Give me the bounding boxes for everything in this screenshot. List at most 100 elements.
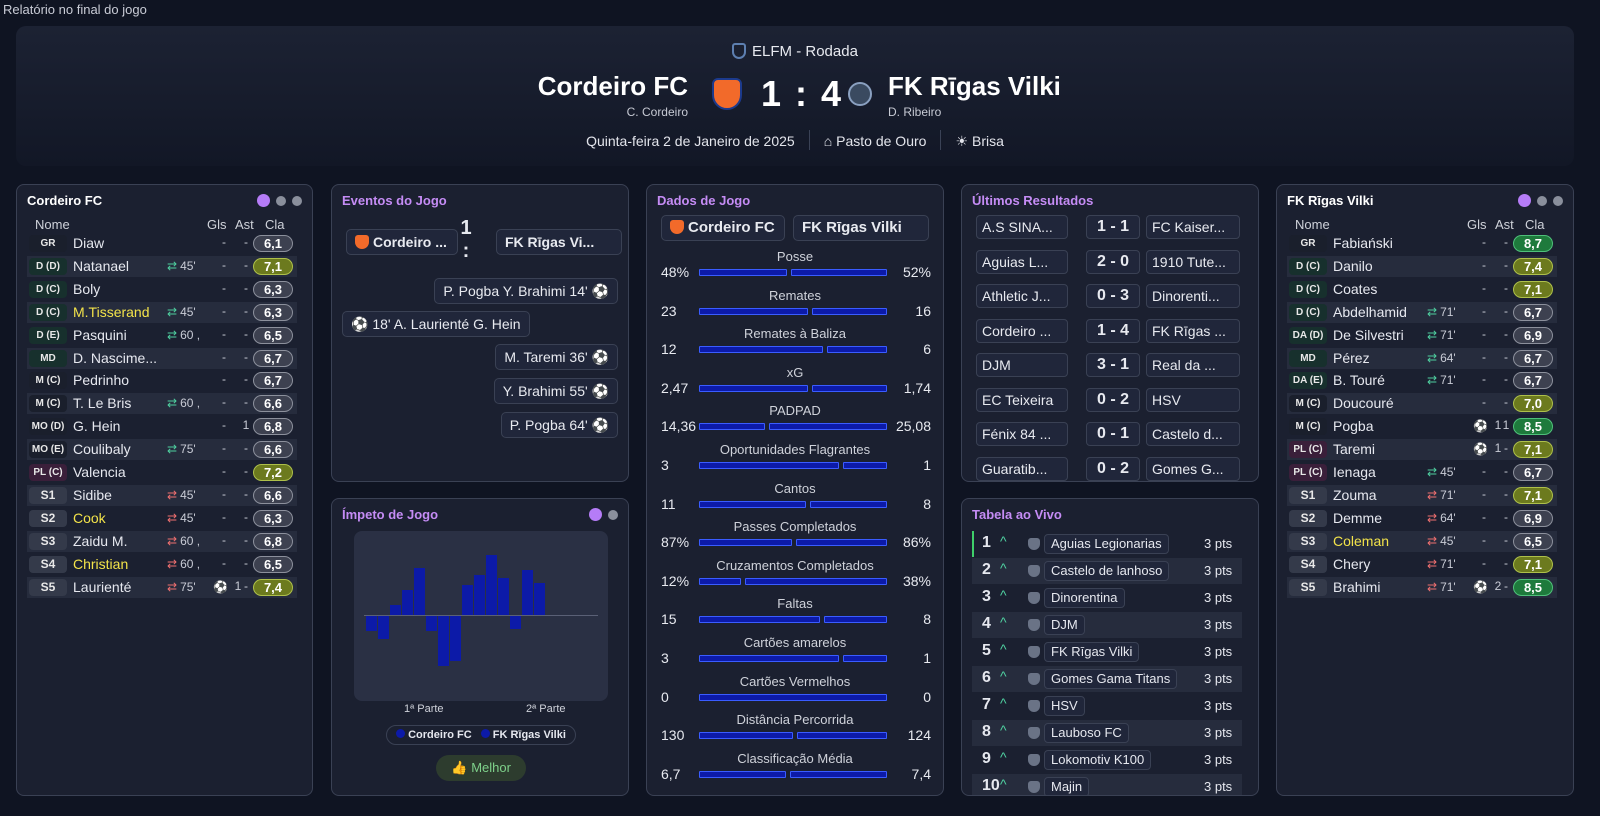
view-toggle[interactable] (1512, 193, 1563, 211)
result-row[interactable]: Cordeiro ... 1 - 4 FK Rīgas ... (972, 318, 1240, 345)
player-row[interactable]: M (C) Pedrinho - -6,7 (27, 370, 297, 391)
player-name[interactable]: Pasquini (73, 326, 127, 343)
club-name[interactable]: Majin (1044, 777, 1090, 795)
player-row[interactable]: S5 Brahimi ⇄ 71' ⚽ 2-8,5 (1287, 576, 1557, 598)
col-ast[interactable]: Ast (235, 217, 254, 232)
player-row[interactable]: S1 Sidibe ⇄ 45' - -6,6 (27, 484, 297, 506)
player-row[interactable]: S4 Chery ⇄ 71' - -7,1 (1287, 554, 1557, 575)
player-name[interactable]: Laurienté (73, 578, 132, 595)
result-away[interactable]: FK Rīgas ... (1146, 318, 1240, 343)
player-row[interactable]: PL (C) Ienaga ⇄ 45' - -6,7 (1287, 462, 1557, 483)
player-name[interactable]: Zaidu M. (73, 532, 128, 549)
col-cla[interactable]: Cla (265, 217, 285, 232)
result-away[interactable]: FC Kaiser... (1146, 215, 1240, 239)
player-row[interactable]: S1 Zouma ⇄ 71' - -7,1 (1287, 484, 1557, 506)
player-row[interactable]: D (C) Abdelhamid ⇄ 71' - -6,7 (1287, 301, 1557, 323)
player-name[interactable]: Pogba (1333, 418, 1374, 435)
player-name[interactable]: Danilo (1333, 257, 1373, 274)
player-name[interactable]: G. Hein (73, 418, 121, 435)
player-row[interactable]: D (D) Natanael ⇄ 45' - -7,1 (27, 255, 297, 277)
table-row[interactable]: 10 ^ Majin 3 pts (972, 774, 1242, 795)
best-button[interactable]: 👍 Melhor (436, 755, 526, 781)
event-item[interactable]: P. Pogba 64' ⚽ (500, 412, 618, 438)
player-name[interactable]: Demme (1333, 509, 1383, 526)
col-gls[interactable]: Gls (207, 217, 227, 232)
player-row[interactable]: S5 Laurienté ⇄ 75' ⚽ 1-7,4 (27, 576, 297, 598)
player-name[interactable]: Chery (1333, 555, 1371, 572)
view-toggle[interactable] (583, 507, 618, 525)
player-row[interactable]: D (E) Pasquini ⇄ 60 , - -6,5 (27, 325, 297, 346)
result-away[interactable]: HSV (1146, 387, 1240, 412)
result-home[interactable]: DJM (976, 353, 1068, 377)
result-home[interactable]: Fénix 84 ... (976, 422, 1068, 446)
result-away[interactable]: Castelo d... (1146, 422, 1240, 446)
player-row[interactable]: M (C) T. Le Bris ⇄ 60 , - -6,6 (27, 393, 297, 415)
player-name[interactable]: Natanael (73, 257, 130, 274)
player-row[interactable]: DA (D) De Silvestri ⇄ 71' - -6,9 (1287, 325, 1557, 346)
result-home[interactable]: Guaratib... (976, 456, 1068, 481)
result-row[interactable]: Athletic J... 0 - 3 Dinorenti... (972, 284, 1240, 310)
home-team-name[interactable]: Cordeiro FC (537, 71, 688, 101)
col-name[interactable]: Nome (35, 217, 70, 232)
player-name[interactable]: Doucouré (1333, 395, 1394, 412)
player-row[interactable]: D (C) Danilo - -7,4 (1287, 255, 1557, 277)
table-row[interactable]: 6 ^ Gomes Gama Titans 3 pts (972, 666, 1242, 692)
player-name[interactable]: Abdelhamid (1333, 303, 1407, 320)
player-name[interactable]: Pedrinho (73, 372, 130, 389)
player-row[interactable]: PL (C) Taremi ⚽ 1-7,1 (1287, 439, 1557, 461)
away-manager[interactable]: D. Ribeiro (888, 105, 942, 119)
player-row[interactable]: D (C) M.Tisserand ⇄ 45' - -6,3 (27, 301, 297, 323)
result-away[interactable]: Real da ... (1146, 353, 1240, 377)
result-row[interactable]: Aguias L... 2 - 0 1910 Tute... (972, 249, 1240, 276)
player-name[interactable]: B. Touré (1333, 372, 1385, 389)
away-team-name[interactable]: FK Rīgas Vilki (888, 71, 1061, 101)
club-name[interactable]: Castelo de lanhoso (1044, 561, 1170, 581)
events-away-team[interactable]: FK Rīgas Vi... (496, 229, 622, 255)
events-home-team[interactable]: Cordeiro ... (346, 229, 458, 255)
player-row[interactable]: PL (C) Valencia - -7,2 (27, 462, 297, 483)
result-home[interactable]: Athletic J... (976, 284, 1068, 308)
player-name[interactable]: Valencia (73, 464, 126, 480)
player-name[interactable]: Sidibe (73, 486, 112, 503)
result-home[interactable]: A.S SINA... (976, 215, 1068, 239)
stats-home-team[interactable]: Cordeiro FC (661, 215, 785, 241)
club-name[interactable]: HSV (1044, 696, 1085, 716)
player-name[interactable]: M.Tisserand (73, 303, 150, 320)
player-name[interactable]: Boly (73, 280, 101, 297)
table-row[interactable]: 7 ^ HSV 3 pts (972, 693, 1242, 719)
player-row[interactable]: MO (D) G. Hein - 1 6,8 (27, 416, 297, 437)
table-row[interactable]: 9 ^ Lokomotiv K100 3 pts (972, 747, 1242, 773)
player-row[interactable]: D (C) Boly - -6,3 (27, 279, 297, 300)
view-toggle[interactable] (251, 193, 302, 211)
player-name[interactable]: De Silvestri (1333, 326, 1404, 343)
player-name[interactable]: Pérez (1333, 349, 1370, 366)
result-row[interactable]: DJM 3 - 1 Real da ... (972, 353, 1240, 379)
club-name[interactable]: DJM (1044, 615, 1085, 635)
player-name[interactable]: Fabiański (1333, 235, 1393, 251)
player-row[interactable]: MD D. Nascime... - -6,7 (27, 347, 297, 369)
col-gls[interactable]: Gls (1467, 217, 1487, 232)
table-row[interactable]: 4 ^ DJM 3 pts (972, 612, 1242, 638)
player-row[interactable]: MO (E) Coulibaly ⇄ 75' - -6,6 (27, 439, 297, 461)
player-row[interactable]: S3 Coleman ⇄ 45' - -6,5 (1287, 530, 1557, 552)
table-row[interactable]: 3 ^ Dinorentina 3 pts (972, 585, 1242, 611)
table-row[interactable]: 1 ^ Aguias Legionarias 3 pts (972, 531, 1242, 557)
table-row[interactable]: 5 ^ FK Rīgas Vilki 3 pts (972, 639, 1242, 665)
result-away[interactable]: Gomes G... (1146, 456, 1240, 481)
club-name[interactable]: Dinorentina (1044, 588, 1125, 608)
player-row[interactable]: GR Fabiański - -8,7 (1287, 233, 1557, 254)
player-row[interactable]: GR Diaw - -6,1 (27, 233, 297, 254)
club-name[interactable]: Lauboso FC (1044, 723, 1129, 743)
table-row[interactable]: 2 ^ Castelo de lanhoso 3 pts (972, 558, 1242, 584)
result-away[interactable]: Dinorenti... (1146, 284, 1240, 308)
club-name[interactable]: Gomes Gama Titans (1044, 669, 1178, 689)
player-name[interactable]: Diaw (73, 235, 105, 251)
event-item[interactable]: M. Taremi 36' ⚽ (495, 344, 618, 370)
event-item[interactable]: ⚽ 18' A. Laurienté G. Hein (342, 311, 530, 337)
table-row[interactable]: 8 ^ Lauboso FC 3 pts (972, 720, 1242, 746)
player-row[interactable]: S2 Demme ⇄ 64' - -6,9 (1287, 508, 1557, 529)
col-name[interactable]: Nome (1295, 217, 1330, 232)
col-cla[interactable]: Cla (1525, 217, 1545, 232)
club-name[interactable]: FK Rīgas Vilki (1044, 642, 1140, 662)
player-name[interactable]: Coulibaly (73, 441, 131, 458)
